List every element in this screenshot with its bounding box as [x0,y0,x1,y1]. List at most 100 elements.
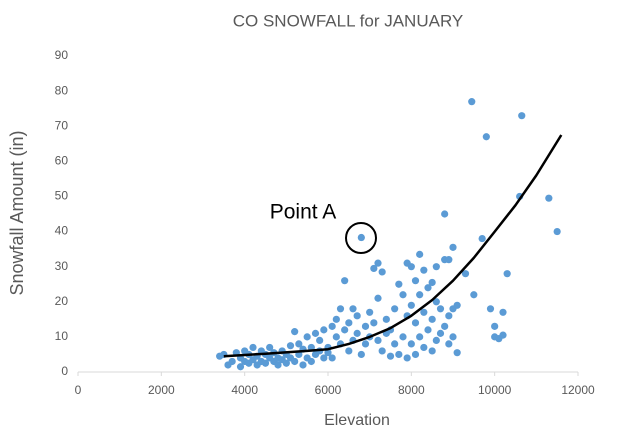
scatter-point [382,315,390,323]
scatter-point [411,350,420,359]
scatter-point [407,301,415,309]
x-tick-label: 8000 [398,383,425,397]
scatter-point [374,259,382,267]
y-tick-label: 80 [55,83,69,97]
scatter-point [420,266,428,274]
scatter-point [436,305,445,313]
scatter-point [261,359,270,367]
scatter-point [236,363,245,371]
scatter-point [432,298,440,306]
scatter-point [518,112,526,120]
scatter-point [353,312,361,320]
scatter-point [341,277,349,285]
scatter-point [416,333,424,341]
scatter-point [249,343,257,352]
scatter-point [295,340,303,348]
scatter-point [374,294,382,302]
scatter-point [345,319,353,327]
scatter-point [370,319,378,327]
scatter-point [432,336,440,344]
scatter-point [553,227,561,236]
scatter-point [432,263,440,271]
scatter-point [445,256,453,264]
trendline [223,134,563,358]
scatter-point [403,354,411,362]
scatter-point [320,326,328,334]
scatter-point [428,315,436,323]
scatter-point [445,312,453,320]
scatter-point [416,291,424,299]
scatter-point [332,333,340,341]
scatter-point [274,361,282,369]
scatter-point [291,328,299,336]
scatter-point [482,133,490,141]
scatter-point [320,354,328,362]
scatter-point [366,308,374,316]
scatter-point [416,250,424,258]
scatter-point [428,347,436,355]
y-tick-label: 70 [55,118,69,132]
scatter-point [545,194,553,202]
scatter-point [449,243,457,251]
scatter-point [441,210,449,218]
scatter-point [345,347,353,355]
scatter-point [361,340,370,348]
scatter-point [436,329,445,337]
scatter-point [228,357,236,366]
y-axis-title: Snowfall Amount (in) [7,130,27,295]
x-tick-label: 10000 [478,383,512,397]
scatter-point [445,340,453,348]
scatter-point [395,350,403,359]
scatter-point [411,277,420,285]
y-tick-label: 20 [55,294,69,308]
scatter-point [486,305,495,313]
scatter-point [336,305,345,313]
scatter-point [470,291,478,299]
y-tick-label: 40 [55,224,69,238]
x-axis-title: Elevation [324,412,390,429]
scatter-point [282,359,290,367]
scatter-point [307,357,315,366]
scatter-point [491,322,499,330]
scatter-point [503,270,511,278]
scatter-point [324,349,332,357]
scatter-point [453,301,461,309]
scatter-point [391,340,399,348]
scatter-point [461,270,470,278]
scatter-point [420,308,428,316]
scatter-point [357,350,365,359]
scatter-point [303,333,311,341]
x-tick-label: 0 [75,383,82,397]
x-tick-label: 6000 [315,383,342,397]
scatter-point [453,349,461,357]
scatter-point [468,98,476,106]
chart-title: CO SNOWFALL for JANUARY [233,11,464,30]
scatter-point [399,333,407,341]
scatter-point [424,284,432,292]
scatter-point [449,333,457,341]
scatter-point [291,357,299,366]
scatter-point [378,347,386,355]
scatter-point [357,233,365,242]
scatter-point [391,305,399,313]
scatter-point [407,263,415,271]
scatter-point [386,352,395,360]
y-tick-label: 0 [61,364,68,378]
scatter-point [399,291,407,299]
scatter-point [378,268,386,276]
y-tick-label: 90 [55,48,69,62]
scatter-point [420,343,428,352]
x-tick-label: 12000 [561,383,595,397]
scatter-point [478,234,486,243]
scatter-point [266,343,274,352]
y-tick-label: 60 [55,154,69,168]
scatter-point [328,322,336,330]
scatter-point [361,322,370,330]
scatter-point [428,278,436,287]
x-tick-label: 2000 [148,383,175,397]
scatter-point [407,340,415,348]
scatter-point [441,322,449,330]
scatter-point [395,280,403,288]
scatter-point [299,361,307,369]
